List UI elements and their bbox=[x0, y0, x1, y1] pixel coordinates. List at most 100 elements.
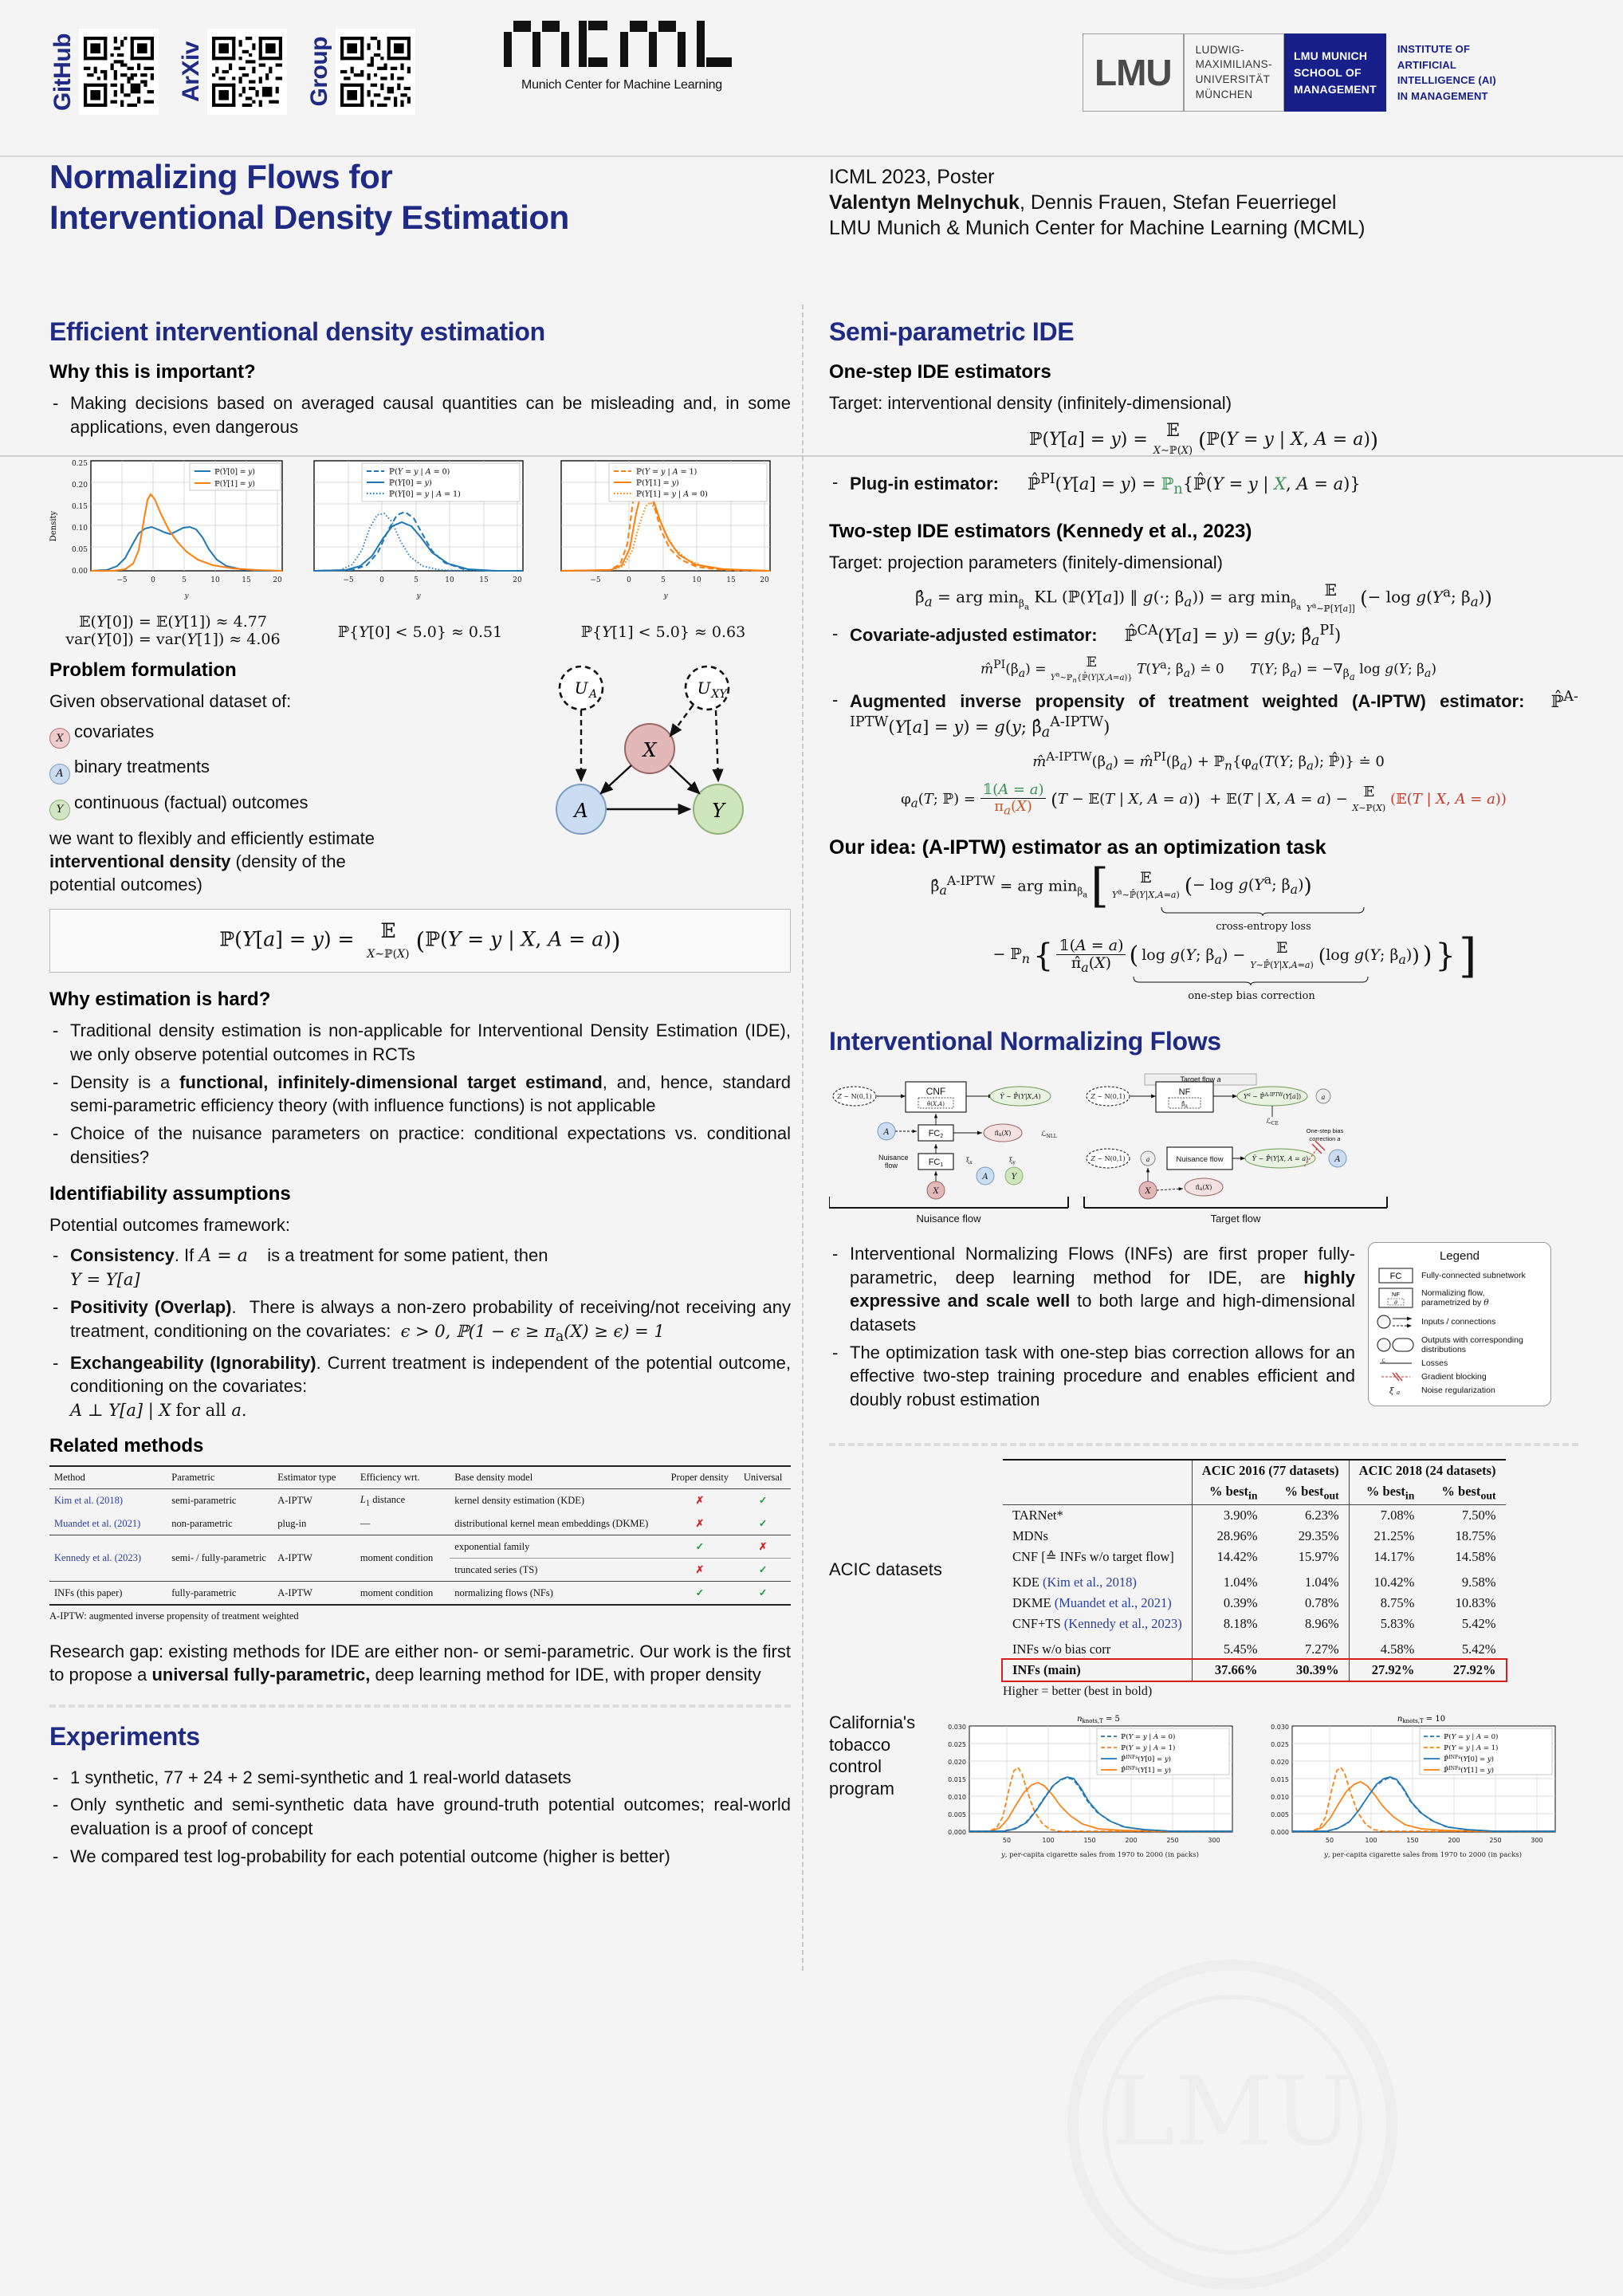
acic-value: 4.58% bbox=[1348, 1634, 1425, 1661]
list-item: Consistency. If A = a is a treatment for… bbox=[49, 1244, 791, 1292]
svg-text:ℒCE: ℒCE bbox=[1266, 1118, 1278, 1126]
inf-architecture-svg: Z ∼ N(0,1) CNF θ̂(X,A) Ŷ ∼ ℙ̂(Y|X,A) FC2… bbox=[828, 1073, 1388, 1225]
acic-method: DKME (Muandet et al., 2021) bbox=[1012, 1595, 1172, 1611]
tobacco-chart-10-svg: nknots,T = 10 0.030 0.025 0.020 0.015 0.010… bbox=[1271, 1715, 1556, 1859]
density-plot-3-svg: ℙ(Y = y | A = 1) ℙ(Y[1] = y) ℙ(Y[1] = y … bbox=[560, 460, 771, 600]
one-step-target: Target: interventional density (infinite… bbox=[829, 393, 1232, 413]
cell-efficiency: L1 distance bbox=[360, 1493, 406, 1508]
cell-method: Kennedy et al. (2023) bbox=[54, 1552, 141, 1564]
svg-text:0.000: 0.000 bbox=[948, 1829, 966, 1836]
acic-value: 18.75% bbox=[1455, 1528, 1496, 1544]
list-item: Making decisions based on averaged causa… bbox=[49, 391, 791, 438]
nuisance-flow-label: Nuisance flow bbox=[917, 1213, 982, 1225]
legend-row-losses: ℒ Losses bbox=[1377, 1358, 1542, 1368]
mcml-glyphs bbox=[504, 21, 732, 67]
cell-efficiency: moment condition bbox=[360, 1586, 434, 1598]
inf-bullets: Interventional Normalizing Flows (INFs) … bbox=[829, 1242, 1355, 1416]
gradient-block-icon bbox=[1377, 1372, 1415, 1382]
table-row: CNF+TS (Kennedy et al., 2023) 8.18% 8.96… bbox=[1003, 1614, 1506, 1635]
page-title-line1: Normalizing Flows for bbox=[49, 158, 393, 195]
lmu-school-badge: LMU MUNICH SCHOOL OF MANAGEMENT bbox=[1283, 33, 1386, 112]
one-step-estimator-list: Plug-in estimator: ℙ̂PI(Y[a] = y) = ℙn{ℙ… bbox=[829, 470, 1578, 500]
why-hard-list: Traditional density estimation is non-ap… bbox=[49, 1019, 791, 1169]
svg-text:0.20: 0.20 bbox=[72, 482, 88, 489]
acic-subheader: % bestin bbox=[1348, 1480, 1425, 1505]
svg-text:π̂a(X): π̂a(X) bbox=[1196, 1184, 1212, 1192]
one-step-equation: ℙ(Y[a] = y) = 𝔼 X∼ℙ(X) (ℙ(Y = y | X, A = … bbox=[1028, 421, 1379, 458]
acic-method: CNF [≙ INFs w/o target flow] bbox=[1012, 1549, 1174, 1565]
qr-code-group[interactable] bbox=[336, 29, 415, 115]
svg-text:ℙ(Y[0] = y): ℙ(Y[0] = y) bbox=[214, 468, 255, 477]
table-row: Muandet et al. (2021) non-parametric plu… bbox=[49, 1512, 791, 1535]
acic-value: 8.75% bbox=[1348, 1593, 1425, 1614]
lmu-fullname: LUDWIG- MAXIMILIANS- UNIVERSITÄT MÜNCHEN bbox=[1195, 43, 1272, 100]
svg-text:ξx: ξx bbox=[966, 1157, 973, 1166]
list-item: The optimization task with one-step bias… bbox=[829, 1341, 1355, 1412]
legend-row-gradient: Gradient blocking bbox=[1377, 1372, 1542, 1382]
svg-text:−5: −5 bbox=[116, 576, 128, 584]
problem-item-label: covariates bbox=[74, 721, 155, 741]
acic-value: 15.97% bbox=[1298, 1549, 1339, 1565]
svg-text:0.010: 0.010 bbox=[1271, 1794, 1289, 1801]
qr-code-github[interactable] bbox=[79, 29, 159, 115]
heading-our-idea: Our idea: (A-IPTW) estimator as an optim… bbox=[829, 836, 1326, 859]
heading-two-step: Two-step IDE estimators (Kennedy et al.,… bbox=[829, 521, 1252, 543]
svg-text:Y: Y bbox=[712, 800, 726, 822]
svg-text:Z ∼ N(0,1): Z ∼ N(0,1) bbox=[1090, 1155, 1125, 1162]
svg-text:ξ: ξ bbox=[1389, 1387, 1394, 1395]
circle-rounded-icon bbox=[1377, 1337, 1415, 1353]
cell-universal: ✓ bbox=[758, 1495, 768, 1507]
acic-footnote: Higher = better (best in bold) bbox=[1003, 1685, 1153, 1699]
cell-universal: ✓ bbox=[758, 1587, 768, 1599]
qr-label-arxiv: ArXiv bbox=[178, 41, 204, 102]
svg-text:ξy: ξy bbox=[1009, 1157, 1016, 1166]
nf-box-icon: NF θ bbox=[1377, 1288, 1415, 1308]
qr-item-github[interactable]: GitHub bbox=[49, 29, 159, 115]
affiliation: LMU Munich & Munich Center for Machine L… bbox=[829, 217, 1366, 239]
qr-code-arxiv[interactable] bbox=[207, 29, 287, 115]
cell-efficiency: — bbox=[360, 1517, 371, 1529]
inf-bottom-row: Interventional Normalizing Flows (INFs) … bbox=[829, 1241, 1578, 1424]
density-plot-2: ℙ(Y = y | A = 0) ℙ(Y[0] = y) ℙ(Y[0] = y … bbox=[297, 446, 536, 610]
table-row: CNF [≙ INFs w/o target flow] 14.42% 15.9… bbox=[1003, 1547, 1506, 1568]
svg-text:nknots,T = 5: nknots,T = 5 bbox=[1077, 1715, 1120, 1724]
svg-text:CNF: CNF bbox=[926, 1086, 946, 1097]
node-a-icon: A bbox=[49, 763, 70, 784]
lmu-logo-group: LMU LUDWIG- MAXIMILIANS- UNIVERSITÄT MÜNCHE… bbox=[1083, 33, 1496, 112]
heading-why-important: Why this is important? bbox=[49, 361, 256, 383]
svg-text:X: X bbox=[932, 1187, 939, 1196]
svg-text:Density: Density bbox=[49, 511, 58, 542]
svg-text:15: 15 bbox=[242, 576, 251, 584]
qr-item-group[interactable]: Group bbox=[306, 29, 415, 115]
first-author: Valentyn Melnychuk bbox=[829, 191, 1020, 214]
svg-text:50: 50 bbox=[1003, 1837, 1011, 1844]
density-plot-2-svg: ℙ(Y = y | A = 0) ℙ(Y[0] = y) ℙ(Y[0] = y … bbox=[313, 460, 524, 600]
acic-value: 8.96% bbox=[1305, 1616, 1339, 1632]
svg-text:5: 5 bbox=[661, 576, 666, 584]
list-item: 1 synthetic, 77 + 24 + 2 semi-synthetic … bbox=[49, 1766, 791, 1790]
qr-item-arxiv[interactable]: ArXiv bbox=[178, 29, 287, 115]
node-x-icon: X bbox=[49, 728, 70, 749]
svg-text:y: y bbox=[183, 592, 189, 600]
svg-text:100: 100 bbox=[1042, 1837, 1054, 1844]
cell-universal: ✗ bbox=[758, 1541, 768, 1553]
svg-text:150: 150 bbox=[1083, 1837, 1095, 1844]
svg-text:X: X bbox=[1144, 1187, 1151, 1196]
svg-text:0.030: 0.030 bbox=[1271, 1724, 1289, 1731]
svg-text:y, per-capita cigarette sales: y, per-capita cigarette sales from 1970 … bbox=[1323, 1850, 1522, 1859]
svg-text:10: 10 bbox=[445, 576, 454, 584]
svg-text:A: A bbox=[588, 688, 597, 701]
tobacco-block: California's tobacco control program nknots… bbox=[829, 1712, 1578, 1871]
cell-base: exponential family bbox=[454, 1540, 530, 1552]
why-important-list: Making decisions based on averaged causa… bbox=[49, 391, 791, 438]
legend-row-fc: FC Fully-connected subnetwork bbox=[1377, 1268, 1542, 1284]
acic-method: INFs (main) bbox=[1012, 1662, 1081, 1678]
svg-text:Y: Y bbox=[1012, 1173, 1018, 1181]
svg-text:A: A bbox=[882, 1128, 889, 1137]
legend-row-nf: NF θ Normalizing flow, parametrized by θ bbox=[1377, 1288, 1542, 1308]
list-item: Only synthetic and semi-synthetic data h… bbox=[49, 1793, 791, 1840]
problem-item-label: continuous (factual) outcomes bbox=[74, 792, 308, 812]
svg-text:X: X bbox=[641, 739, 657, 761]
